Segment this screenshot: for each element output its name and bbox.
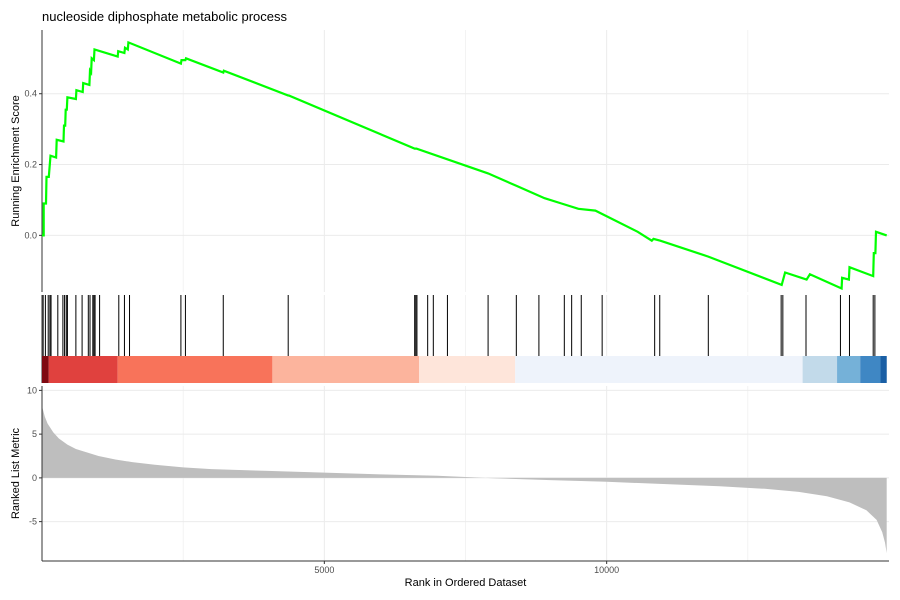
es-y-axis-title: Running Enrichment Score (10, 95, 22, 226)
gene-hit-panel (41, 295, 887, 383)
hit-gridlines (182, 295, 749, 356)
x-axis-title: Rank in Ordered Dataset (405, 577, 527, 589)
rank-color-band (802, 356, 838, 383)
x-tick-label: 10000 (594, 565, 619, 575)
chart-title: nucleoside diphosphate metabolic process (42, 9, 287, 24)
rm-y-tick-label: 5 (32, 429, 37, 439)
rank-color-band (48, 356, 118, 383)
rm-y-axis-ticks: -5 0 5 10 (27, 385, 42, 527)
rank-color-bar (42, 356, 887, 383)
rm-y-tick-label: 0 (32, 473, 37, 483)
rank-color-band (42, 356, 49, 383)
ranked-metric-area (42, 406, 887, 554)
gene-hit-marks (42, 295, 876, 356)
rank-color-band (272, 356, 420, 383)
rank-color-band (419, 356, 516, 383)
running-es-panel: 0.0 0.2 0.4 Running Enrichment Score (10, 30, 889, 292)
rm-y-axis-title: Ranked List Metric (10, 427, 22, 519)
rank-color-band (837, 356, 861, 383)
rank-color-band (860, 356, 881, 383)
es-gridlines (42, 30, 889, 292)
rm-y-tick-label: -5 (29, 517, 37, 527)
rm-y-tick-label: 10 (27, 385, 37, 395)
es-y-tick-label: 0.2 (24, 160, 37, 170)
rank-color-band (880, 356, 887, 383)
es-y-tick-label: 0.4 (24, 89, 37, 99)
x-tick-label: 5000 (314, 565, 334, 575)
es-y-tick-label: 0.0 (24, 230, 37, 240)
running-es-line (42, 40, 888, 291)
rank-color-band (117, 356, 273, 383)
es-y-axis-ticks: 0.0 0.2 0.4 (24, 89, 42, 240)
ranked-metric-panel: -5 0 5 10 5000 10000 Ranked List Metric Rank… (10, 385, 889, 589)
x-axis-ticks: 5000 10000 (314, 561, 619, 575)
rank-color-band (515, 356, 803, 383)
